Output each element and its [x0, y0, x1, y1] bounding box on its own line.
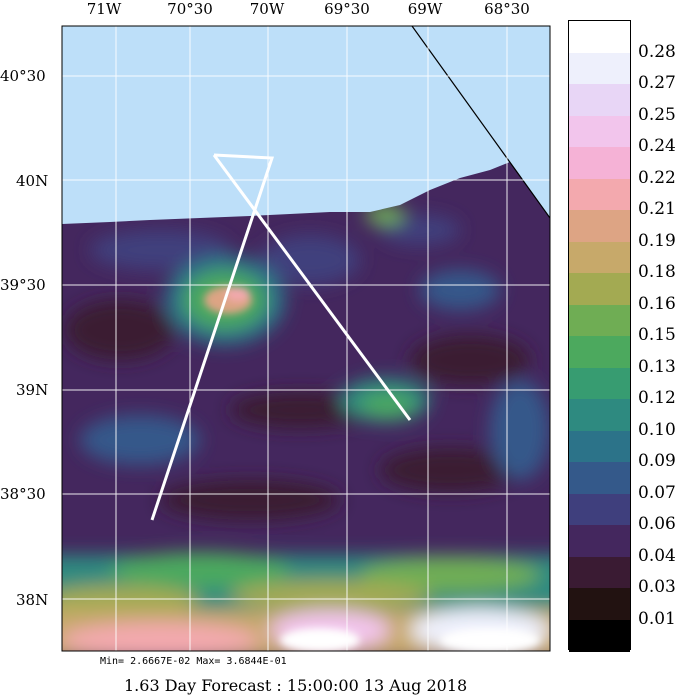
colorbar-segment: [569, 273, 630, 305]
colorbar-segment: [569, 493, 630, 526]
track-line-2: [212, 154, 412, 421]
forecast-caption: 1.63 Day Forecast : 15:00:00 13 Aug 2018: [124, 676, 468, 695]
colorbar-segment: [569, 525, 630, 557]
colorbar-segment: [569, 619, 630, 652]
colorbar-segment: [569, 210, 630, 242]
colorbar-segment: [569, 462, 630, 494]
colorbar-tick-label: 0.13: [638, 356, 676, 377]
coastline: [411, 26, 550, 219]
colorbar-tick-label: 0.21: [638, 199, 676, 219]
lat-label: 39N: [16, 381, 49, 399]
colorbar-tick-label: 0.27: [638, 73, 676, 93]
colorbar-segment: [569, 336, 630, 368]
colorbar-segment: [569, 588, 630, 620]
lon-label: 69W: [407, 0, 443, 18]
lon-label: 70W: [249, 0, 285, 18]
colorbar-tick-label: 0.28: [638, 41, 676, 62]
colorbar-segment: [569, 399, 630, 431]
colorbar-tick-label: 0.18: [638, 262, 676, 282]
colorbar-tick-label: 0.19: [638, 230, 676, 251]
colorbar-segment: [569, 367, 630, 400]
min-max-text: Min= 2.6667E-02 Max= 3.6844E-01: [100, 656, 287, 667]
lon-label: 69°30: [324, 0, 370, 18]
lat-label: 39°30: [0, 276, 46, 294]
track-line: [150, 153, 275, 521]
colorbar-tick-label: 0.25: [638, 104, 676, 125]
colorbar-segment: [569, 430, 630, 463]
colorbar-tick-label: 0.16: [638, 293, 676, 314]
colorbar: [568, 20, 631, 652]
colorbar-tick-label: 0.24: [638, 136, 676, 156]
graticule: [62, 26, 550, 651]
colorbar-segment: [569, 115, 630, 148]
colorbar-tick-label: 0.22: [638, 167, 676, 188]
lat-label: 40°30: [0, 67, 46, 85]
lon-label: 68°30: [484, 0, 530, 18]
colorbar-segment: [569, 21, 630, 53]
colorbar-tick-label: 0.15: [638, 325, 676, 345]
colorbar-tick-label: 0.07: [638, 482, 676, 503]
colorbar-segment: [569, 241, 630, 274]
lon-label: 70°30: [167, 0, 213, 18]
colorbar-segment: [569, 52, 630, 85]
lat-label: 40N: [16, 172, 49, 190]
colorbar-tick-label: 0.12: [638, 388, 676, 408]
colorbar-segment: [569, 147, 630, 179]
lat-label: 38°30: [0, 485, 46, 503]
lat-label: 38N: [16, 591, 49, 609]
colorbar-segment: [569, 84, 630, 116]
colorbar-tick-label: 0.03: [638, 577, 676, 597]
colorbar-tick-label: 0.01: [638, 608, 676, 629]
forecast-map: [61, 25, 551, 652]
lon-label: 71W: [86, 0, 122, 18]
colorbar-tick-label: 0.10: [638, 419, 676, 440]
colorbar-segment: [569, 556, 630, 589]
colorbar-segment: [569, 304, 630, 337]
colorbar-segment: [569, 178, 630, 211]
colorbar-tick-label: 0.09: [638, 451, 676, 471]
map-frame: [61, 25, 551, 652]
colorbar-tick-label: 0.04: [638, 545, 676, 566]
colorbar-tick-label: 0.06: [638, 514, 676, 534]
